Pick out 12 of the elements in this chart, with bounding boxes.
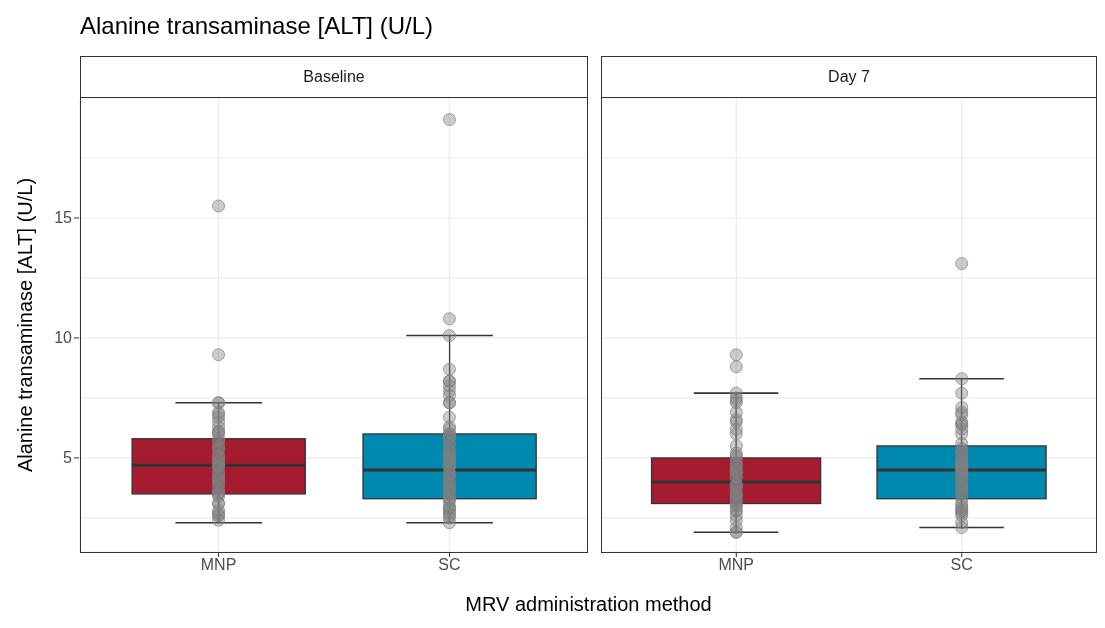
y-tick-label: 5	[63, 448, 73, 466]
y-tick-label: 15	[54, 208, 73, 226]
y-axis-title: Alanine transaminase [ALT] (U/L)	[14, 176, 37, 475]
chart-subtitle: Baseline	[80, 56, 588, 98]
chart-subtitle: Day 7	[601, 56, 1097, 98]
chart-title: Alanine transaminase [ALT] (U/L)	[80, 12, 434, 40]
x-tick-label: SC	[438, 556, 461, 574]
x-tick-label: MNP	[200, 556, 237, 574]
x-axis-title: MRV administration method	[464, 593, 713, 616]
y-tick-label: 10	[54, 328, 73, 346]
x-tick-label: MNP	[718, 556, 755, 574]
x-tick-label: SC	[950, 556, 973, 574]
